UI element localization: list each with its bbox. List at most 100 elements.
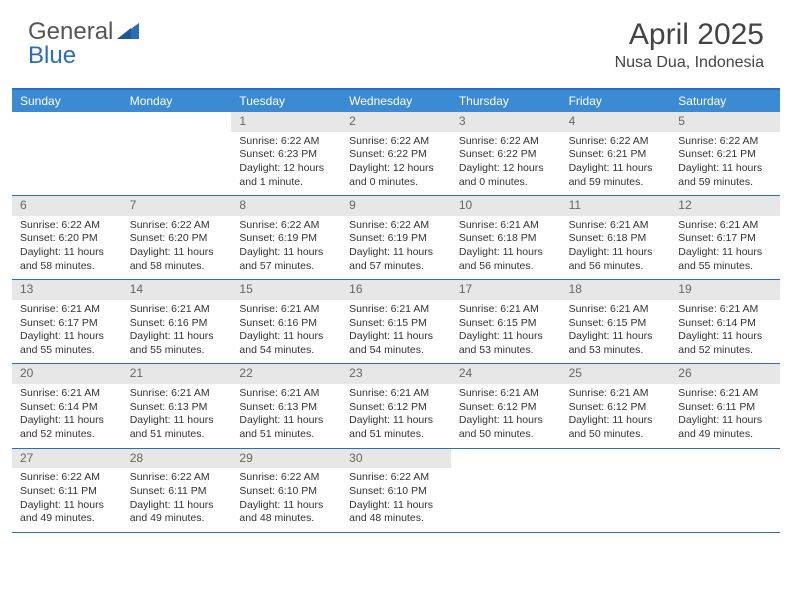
day-number: 11: [561, 196, 671, 216]
day-content: Sunrise: 6:22 AMSunset: 6:21 PMDaylight:…: [670, 132, 780, 196]
sunset-text: Sunset: 6:18 PM: [569, 232, 663, 246]
day-content: Sunrise: 6:22 AMSunset: 6:20 PMDaylight:…: [12, 216, 122, 280]
weekday-friday: Friday: [561, 90, 671, 112]
day-cell: 16Sunrise: 6:21 AMSunset: 6:15 PMDayligh…: [341, 280, 451, 363]
day-number: 22: [231, 364, 341, 384]
daylight-text: Daylight: 11 hours and 54 minutes.: [239, 330, 333, 357]
sunrise-text: Sunrise: 6:22 AM: [130, 219, 224, 233]
day-content: Sunrise: 6:22 AMSunset: 6:22 PMDaylight:…: [341, 132, 451, 196]
sunrise-text: Sunrise: 6:21 AM: [678, 387, 772, 401]
day-number: 2: [341, 112, 451, 132]
day-cell: 27Sunrise: 6:22 AMSunset: 6:11 PMDayligh…: [12, 449, 122, 532]
day-number: 4: [561, 112, 671, 132]
day-cell: 23Sunrise: 6:21 AMSunset: 6:12 PMDayligh…: [341, 364, 451, 447]
sunrise-text: Sunrise: 6:21 AM: [349, 303, 443, 317]
title-block: April 2025 Nusa Dua, Indonesia: [615, 18, 764, 72]
week-row: 1Sunrise: 6:22 AMSunset: 6:23 PMDaylight…: [12, 112, 780, 196]
daylight-text: Daylight: 11 hours and 55 minutes.: [20, 330, 114, 357]
daylight-text: Daylight: 11 hours and 52 minutes.: [20, 414, 114, 441]
day-cell: 6Sunrise: 6:22 AMSunset: 6:20 PMDaylight…: [12, 196, 122, 279]
empty-day-cell: [12, 112, 122, 195]
sunset-text: Sunset: 6:18 PM: [459, 232, 553, 246]
sunrise-text: Sunrise: 6:22 AM: [20, 219, 114, 233]
sunrise-text: Sunrise: 6:22 AM: [349, 135, 443, 149]
daylight-text: Daylight: 11 hours and 52 minutes.: [678, 330, 772, 357]
sunset-text: Sunset: 6:12 PM: [459, 401, 553, 415]
sunset-text: Sunset: 6:19 PM: [349, 232, 443, 246]
sunset-text: Sunset: 6:14 PM: [20, 401, 114, 415]
daylight-text: Daylight: 11 hours and 51 minutes.: [130, 414, 224, 441]
day-cell: 11Sunrise: 6:21 AMSunset: 6:18 PMDayligh…: [561, 196, 671, 279]
day-number: 8: [231, 196, 341, 216]
day-number: 15: [231, 280, 341, 300]
sunrise-text: Sunrise: 6:22 AM: [130, 471, 224, 485]
day-content: Sunrise: 6:21 AMSunset: 6:16 PMDaylight:…: [231, 300, 341, 364]
daylight-text: Daylight: 11 hours and 56 minutes.: [459, 246, 553, 273]
day-content: Sunrise: 6:21 AMSunset: 6:15 PMDaylight:…: [341, 300, 451, 364]
sunrise-text: Sunrise: 6:22 AM: [239, 135, 333, 149]
sunset-text: Sunset: 6:13 PM: [239, 401, 333, 415]
day-number: 27: [12, 449, 122, 469]
sunset-text: Sunset: 6:17 PM: [20, 317, 114, 331]
sunrise-text: Sunrise: 6:21 AM: [349, 387, 443, 401]
day-number: 29: [231, 449, 341, 469]
daylight-text: Daylight: 12 hours and 1 minute.: [239, 162, 333, 189]
sunset-text: Sunset: 6:15 PM: [569, 317, 663, 331]
sunset-text: Sunset: 6:15 PM: [459, 317, 553, 331]
day-cell: 3Sunrise: 6:22 AMSunset: 6:22 PMDaylight…: [451, 112, 561, 195]
sunset-text: Sunset: 6:12 PM: [569, 401, 663, 415]
day-number: 3: [451, 112, 561, 132]
day-content: Sunrise: 6:21 AMSunset: 6:18 PMDaylight:…: [451, 216, 561, 280]
day-number: [451, 449, 561, 469]
day-number: 18: [561, 280, 671, 300]
week-row: 20Sunrise: 6:21 AMSunset: 6:14 PMDayligh…: [12, 364, 780, 448]
day-content: Sunrise: 6:21 AMSunset: 6:17 PMDaylight:…: [12, 300, 122, 364]
sunrise-text: Sunrise: 6:21 AM: [569, 387, 663, 401]
daylight-text: Daylight: 11 hours and 55 minutes.: [130, 330, 224, 357]
weekday-tuesday: Tuesday: [231, 90, 341, 112]
sunset-text: Sunset: 6:15 PM: [349, 317, 443, 331]
daylight-text: Daylight: 11 hours and 49 minutes.: [678, 414, 772, 441]
day-content: Sunrise: 6:22 AMSunset: 6:11 PMDaylight:…: [122, 468, 232, 532]
sunrise-text: Sunrise: 6:21 AM: [130, 303, 224, 317]
daylight-text: Daylight: 11 hours and 55 minutes.: [678, 246, 772, 273]
week-row: 27Sunrise: 6:22 AMSunset: 6:11 PMDayligh…: [12, 449, 780, 533]
daylight-text: Daylight: 11 hours and 48 minutes.: [239, 499, 333, 526]
day-number: 10: [451, 196, 561, 216]
sunset-text: Sunset: 6:11 PM: [678, 401, 772, 415]
day-content: Sunrise: 6:21 AMSunset: 6:12 PMDaylight:…: [451, 384, 561, 448]
sunrise-text: Sunrise: 6:21 AM: [20, 303, 114, 317]
day-content: Sunrise: 6:22 AMSunset: 6:20 PMDaylight:…: [122, 216, 232, 280]
day-number: 5: [670, 112, 780, 132]
day-content: Sunrise: 6:22 AMSunset: 6:11 PMDaylight:…: [12, 468, 122, 532]
day-content: Sunrise: 6:22 AMSunset: 6:23 PMDaylight:…: [231, 132, 341, 196]
day-number: 26: [670, 364, 780, 384]
sunset-text: Sunset: 6:17 PM: [678, 232, 772, 246]
sunset-text: Sunset: 6:20 PM: [130, 232, 224, 246]
daylight-text: Daylight: 11 hours and 51 minutes.: [239, 414, 333, 441]
weekday-monday: Monday: [122, 90, 232, 112]
daylight-text: Daylight: 12 hours and 0 minutes.: [349, 162, 443, 189]
calendar: Sunday Monday Tuesday Wednesday Thursday…: [12, 88, 780, 533]
day-cell: 7Sunrise: 6:22 AMSunset: 6:20 PMDaylight…: [122, 196, 232, 279]
daylight-text: Daylight: 11 hours and 57 minutes.: [349, 246, 443, 273]
sunset-text: Sunset: 6:14 PM: [678, 317, 772, 331]
day-number: [670, 449, 780, 469]
day-content: Sunrise: 6:21 AMSunset: 6:18 PMDaylight:…: [561, 216, 671, 280]
day-cell: 28Sunrise: 6:22 AMSunset: 6:11 PMDayligh…: [122, 449, 232, 532]
day-number: 16: [341, 280, 451, 300]
sunset-text: Sunset: 6:16 PM: [239, 317, 333, 331]
weekday-header-row: Sunday Monday Tuesday Wednesday Thursday…: [12, 90, 780, 112]
sunrise-text: Sunrise: 6:21 AM: [459, 219, 553, 233]
logo-triangle-icon: [117, 21, 139, 44]
sunset-text: Sunset: 6:12 PM: [349, 401, 443, 415]
day-number: 9: [341, 196, 451, 216]
day-cell: 14Sunrise: 6:21 AMSunset: 6:16 PMDayligh…: [122, 280, 232, 363]
day-content: Sunrise: 6:21 AMSunset: 6:15 PMDaylight:…: [561, 300, 671, 364]
day-content: Sunrise: 6:21 AMSunset: 6:14 PMDaylight:…: [670, 300, 780, 364]
sunset-text: Sunset: 6:21 PM: [678, 148, 772, 162]
day-content: Sunrise: 6:21 AMSunset: 6:11 PMDaylight:…: [670, 384, 780, 448]
sunrise-text: Sunrise: 6:22 AM: [239, 219, 333, 233]
sunset-text: Sunset: 6:13 PM: [130, 401, 224, 415]
empty-day-cell: [122, 112, 232, 195]
